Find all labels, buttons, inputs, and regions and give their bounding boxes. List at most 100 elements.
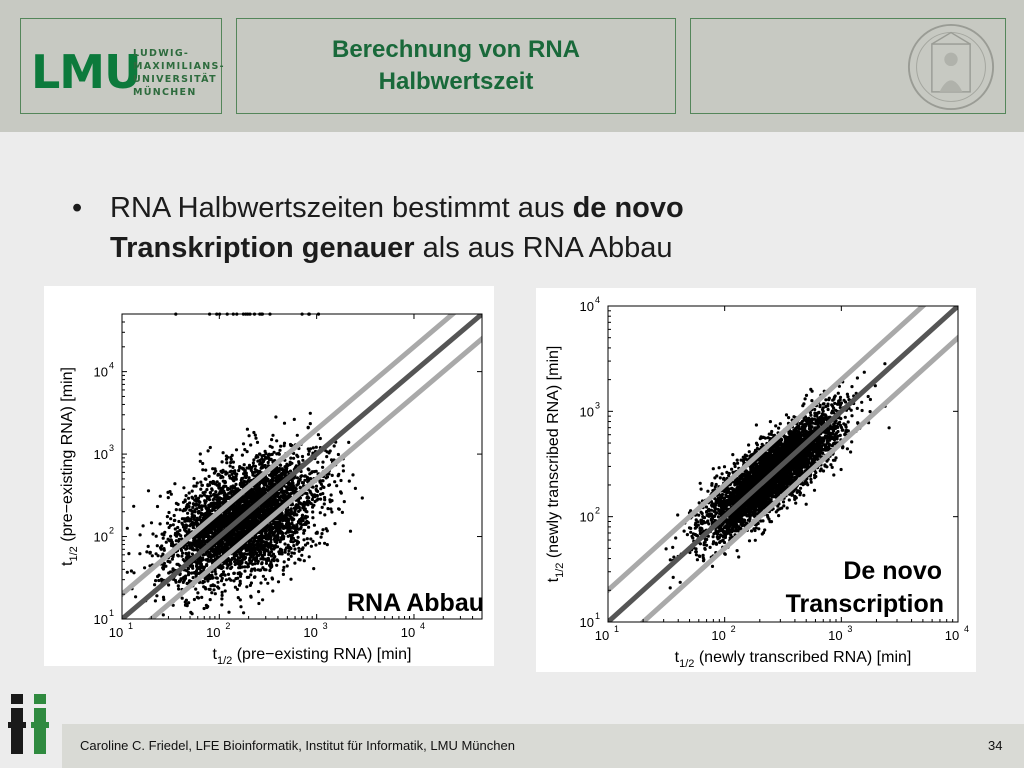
scatter-point: [292, 530, 296, 535]
scatter-point: [187, 496, 191, 500]
scatter-point: [247, 434, 251, 438]
scatter-point: [319, 535, 323, 539]
scatter-point: [199, 480, 203, 484]
scatter-point: [173, 527, 177, 531]
scatter-point: [220, 470, 224, 474]
scatter-point: [269, 550, 274, 554]
scatter-point: [212, 552, 216, 556]
scatter-point: [138, 552, 142, 556]
scatter-point: [197, 532, 201, 536]
scatter-point: [198, 515, 202, 519]
scatter-point: [276, 494, 280, 498]
scatter-point: [253, 538, 257, 542]
scatter-point: [255, 519, 259, 523]
scatter-point: [198, 459, 202, 463]
scatter-point: [238, 481, 243, 485]
scatter-point: [207, 474, 211, 478]
scatter-point: [191, 526, 195, 530]
scatter-point: [274, 469, 279, 473]
scatter-point: [256, 513, 260, 517]
scatter-point: [275, 533, 280, 537]
scatter-point: [290, 530, 294, 534]
scatter-point: [199, 539, 203, 543]
scatter-point: [258, 452, 262, 456]
scatter-point: [753, 538, 757, 542]
scatter-point: [257, 537, 261, 541]
scatter-point: [297, 509, 301, 513]
scatter-point: [235, 587, 239, 591]
scatter-point: [250, 499, 254, 503]
scatter-point: [240, 476, 244, 481]
scatter-point: [259, 557, 263, 561]
scatter-point: [288, 525, 293, 529]
scatter-point: [286, 470, 290, 474]
scatter-point: [263, 491, 267, 495]
scatter-point: [244, 471, 248, 475]
scatter-point: [196, 591, 200, 595]
scatter-point: [323, 498, 327, 502]
scatter-point: [211, 525, 215, 529]
x-tick-label: 10: [401, 625, 415, 640]
scatter-point: [252, 555, 256, 559]
scatter-point: [281, 572, 285, 576]
scatter-point: [288, 481, 292, 486]
scatter-point: [821, 469, 826, 473]
y-tick-exponent: 3: [109, 443, 114, 453]
scatter-point: [248, 528, 252, 532]
x-axis-label: t1/2 (pre−existing RNA) [min]: [213, 646, 412, 666]
scatter-point: [249, 581, 253, 585]
scatter-point: [270, 576, 274, 580]
scatter-point: [330, 510, 334, 514]
scatter-point: [169, 538, 173, 542]
scatter-point: [191, 576, 195, 580]
scatter-point: [314, 484, 319, 488]
scatter-point: [277, 514, 281, 518]
scatter-point: [249, 467, 253, 471]
scatter-point: [256, 488, 260, 492]
scatter-point: [264, 451, 268, 456]
scatter-point: [253, 484, 257, 489]
scatter-point: [234, 477, 238, 481]
scatter-point: [161, 536, 165, 540]
scatter-point: [248, 561, 252, 565]
scatter-point: [297, 549, 301, 553]
scatter-point: [248, 545, 252, 549]
scatter-point: [300, 553, 304, 557]
scatter-point: [288, 442, 293, 447]
scatter-point: [191, 505, 195, 509]
scatter-point: [311, 446, 315, 450]
scatter-point: [204, 558, 208, 562]
scatter-point: [304, 522, 308, 526]
scatter-point: [221, 570, 226, 574]
scatter-point: [297, 461, 301, 465]
scatter-point: [256, 559, 260, 563]
scatter-point: [169, 492, 173, 496]
x-tick-label: 10: [206, 625, 220, 640]
scatter-point: [220, 564, 224, 568]
scatter-point: [155, 504, 160, 509]
scatter-point: [251, 461, 255, 465]
scatter-point: [287, 549, 291, 553]
x-tick-exponent: 4: [420, 621, 425, 631]
scatter-point: [281, 568, 285, 572]
scatter-point: [264, 500, 268, 504]
scatter-point: [245, 531, 249, 535]
scatter-point: [198, 518, 202, 522]
scatter-point: [225, 471, 229, 475]
scatter-point: [283, 548, 287, 552]
scatter-point: [187, 528, 191, 532]
scatter-point: [347, 479, 351, 483]
scatter-point: [229, 578, 233, 582]
scatter-point: [165, 521, 170, 525]
scatter-point: [213, 531, 217, 535]
scatter-point: [233, 560, 237, 564]
scatter-point: [217, 518, 221, 522]
scatter-point: [209, 556, 213, 560]
scatter-point: [272, 559, 276, 563]
scatter-point: [240, 560, 244, 565]
scatter-point: [282, 565, 286, 569]
scatter-point: [127, 552, 131, 556]
scatter-point: [218, 503, 222, 507]
scatter-point: [183, 518, 188, 522]
scatter-point: [188, 501, 192, 505]
